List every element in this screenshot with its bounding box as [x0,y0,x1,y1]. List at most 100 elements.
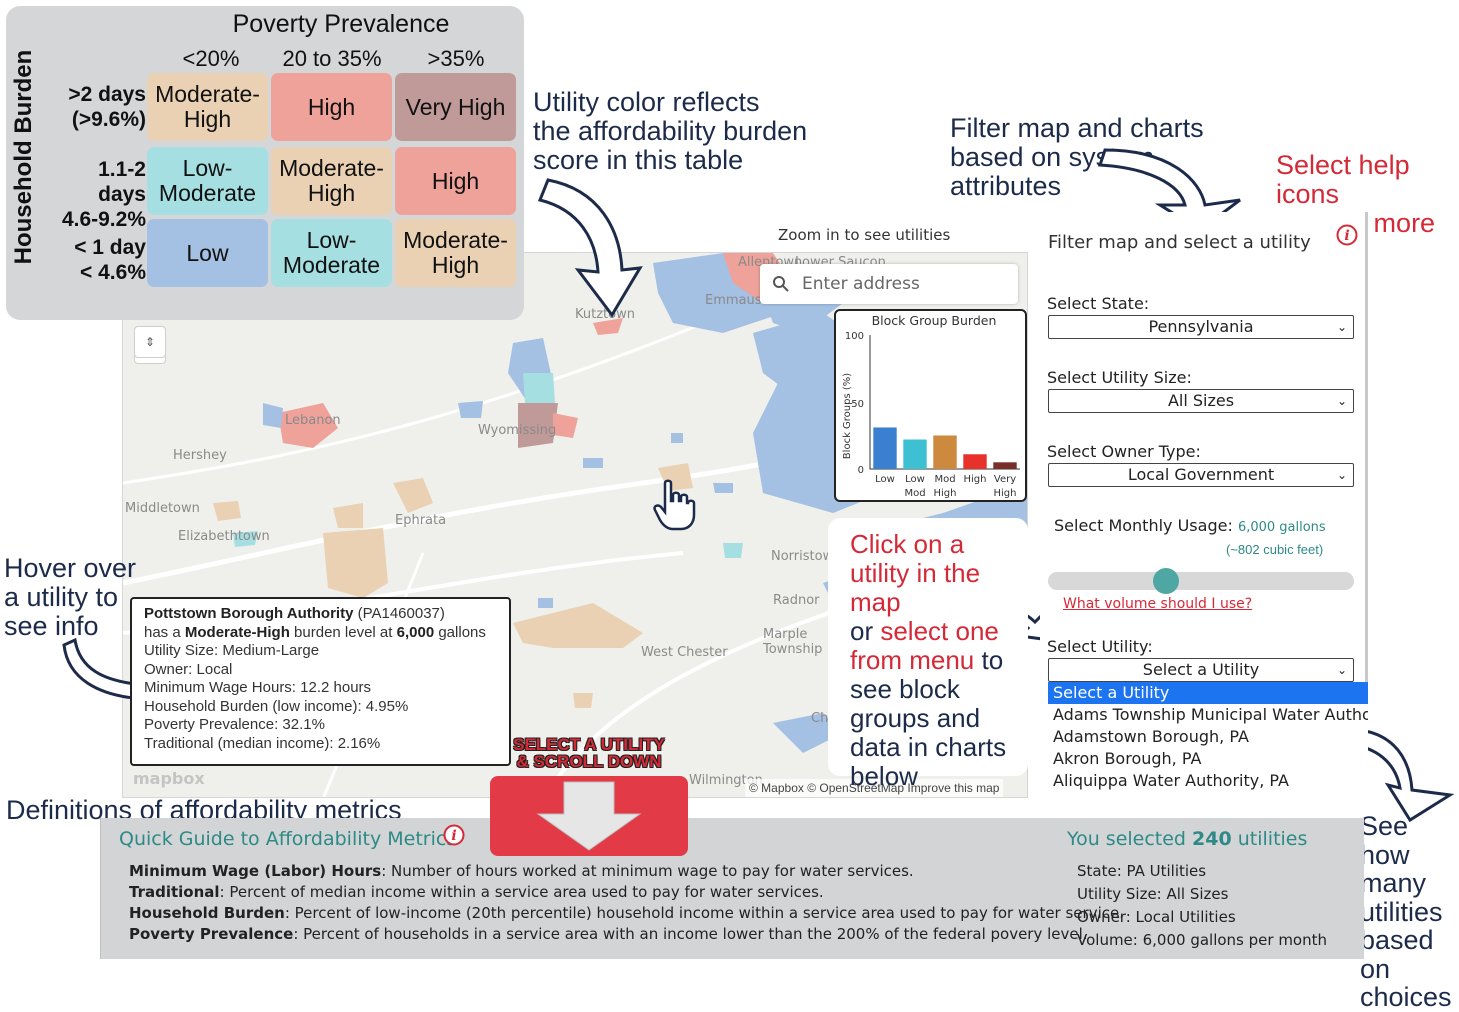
arrow-icon [1353,728,1455,823]
panel-title: Filter map and select a utility [1048,232,1311,253]
place-label: Wilmington [689,773,763,788]
chart-bar [903,439,927,469]
x-tick-label: High [964,474,987,485]
search-icon [773,276,789,292]
chart-bar [993,462,1017,469]
map-compass[interactable]: ⇕ [134,326,166,358]
guide-line: Minimum Wage (Labor) Hours: Number of ho… [129,862,914,880]
dropdown-option[interactable]: Select a Utility [1048,682,1368,704]
block-group-chart-svg: Block Group Burden Block Groups (%) 100 … [842,313,1020,499]
column-header: >35% [427,46,485,71]
metrics-guide: Quick Guide to Affordability Metrics i M… [100,818,1364,959]
summary-line: Owner: Local Utilities [1077,908,1236,926]
row-header: < 1 day < 4.6% [74,236,146,284]
table-cell: High [271,73,392,141]
annotation-filter: Filter map and charts based on system at… [950,113,1204,201]
usage-slider[interactable] [1048,572,1354,590]
address-search[interactable] [760,264,1018,304]
scroll-button-box[interactable] [490,776,688,856]
zoom-note: Zoom in to see utilities [778,226,951,244]
dropdown-option[interactable]: Akron Borough, PA [1053,749,1202,768]
hand-cursor-icon [653,479,696,531]
place-label: Wyomissing [478,423,557,438]
burden-matrix-table: Poverty Prevalence <20% 20 to 35% >35% H… [6,6,524,320]
axis-label: Household Burden [10,49,37,265]
y-tick: 50 [851,399,864,410]
usage-label: Select Monthly Usage: 6,000 gallons [1054,516,1326,535]
dropdown-option[interactable]: Adams Township Municipal Water Author [1053,705,1368,724]
map-attribution[interactable]: © Mapbox © OpenStreetMap Improve this ma… [745,779,1004,797]
table-cell: Moderate- High [395,219,516,287]
chart-bar [873,427,897,469]
svg-text:i: i [1344,228,1349,244]
annotation-see-how: See how many utilities based on choices [1360,811,1452,1012]
y-tick: 0 [858,465,864,476]
address-input[interactable] [800,273,1000,295]
column-header: 20 to 35% [282,46,382,71]
place-label: Radnor [773,593,820,608]
x-tick-label: Low [905,474,925,485]
help-icon[interactable]: i [443,824,465,846]
summary-line: State: PA Utilities [1077,862,1207,880]
guide-line: Poverty Prevalence: Percent of household… [129,925,1088,943]
place-label: Ephrata [395,513,447,528]
owner-label: Select Owner Type: [1047,442,1201,461]
x-tick-label: Very [994,474,1016,485]
annotation-utility-color: Utility color reflects the affordability… [533,87,808,175]
x-tick-label: Mod [904,488,925,499]
utility-label: Select Utility: [1047,637,1153,656]
x-tick-label: High [994,488,1017,499]
table-cell: Very High [395,73,516,141]
chart-bar [933,435,957,469]
scroll-button-label: SELECT A UTILITY & SCROLL DOWN [513,735,665,771]
place-label: West Chester [641,645,728,660]
table-cell: High [395,147,516,215]
help-icon[interactable]: i [1336,224,1358,246]
selected-count: You selected 240 utilities [1067,828,1308,850]
chart-title: Block Group Burden [872,313,997,328]
filter-panel: Filter map and select a utility i Select… [1040,212,1368,798]
dropdown-option[interactable]: Adamstown Borough, PA [1053,727,1249,746]
dropdown-option[interactable]: Aliquippa Water Authority, PA [1053,771,1289,790]
block-group-chart: Block Group Burden Block Groups (%) 100 … [834,309,1027,502]
row-header: >2 days (>9.6%) [68,83,146,131]
usage-sub: (~802 cubic feet) [1226,542,1324,557]
utility-dropdown-list[interactable]: Select a Utility Adams Township Municipa… [1048,682,1368,798]
guide-line: Household Burden: Percent of low-income … [129,904,1124,922]
table-cell: Moderate- High [147,73,268,141]
place-label: Hershey [173,448,227,463]
place-label: Kutztown [575,307,635,322]
summary-line: Volume: 6,000 gallons per month [1077,931,1328,949]
down-arrow-icon [536,781,642,851]
place-label: Middletown [125,501,200,516]
summary-line: Utility Size: All Sizes [1077,885,1229,903]
table-cell: Low- Moderate [147,147,268,215]
scroll-down-button[interactable]: SELECT A UTILITY & SCROLL DOWN [490,736,688,856]
volume-help-link[interactable]: What volume should I use? [1063,596,1253,612]
table-title: Poverty Prevalence [232,10,450,38]
place-label: Marple Township [763,627,823,657]
y-tick: 100 [845,331,864,342]
state-label: Select State: [1047,294,1150,313]
utility-select[interactable]: Select a Utility ⌄ [1048,658,1354,682]
size-label: Select Utility Size: [1047,368,1192,387]
row-header: 1.1-2 days 4.6-9.2% [61,158,146,231]
owner-select[interactable]: Local Government ⌄ [1048,463,1354,487]
guide-line: Traditional: Percent of median income wi… [129,883,824,901]
state-select[interactable]: Pennsylvania ⌄ [1048,315,1354,339]
chart-ylabel: Block Groups (%) [842,373,853,459]
svg-text:i: i [451,828,456,844]
table-cell: Low [147,219,268,287]
place-label: Emmaus [705,293,762,308]
place-label: Elizabethtown [178,529,270,544]
x-tick-label: Low [875,474,895,485]
place-label: Norristown [771,549,842,564]
guide-title: Quick Guide to Affordability Metrics [119,828,457,850]
table-cell: Moderate- High [271,147,392,215]
x-tick-label: Mod [934,474,955,485]
annotation-hover: Hover over a utility to see info [4,553,137,641]
place-label: Lebanon [285,413,341,428]
size-select[interactable]: All Sizes ⌄ [1048,389,1354,413]
x-tick-label: High [934,488,957,499]
usage-slider-thumb[interactable] [1153,568,1179,594]
